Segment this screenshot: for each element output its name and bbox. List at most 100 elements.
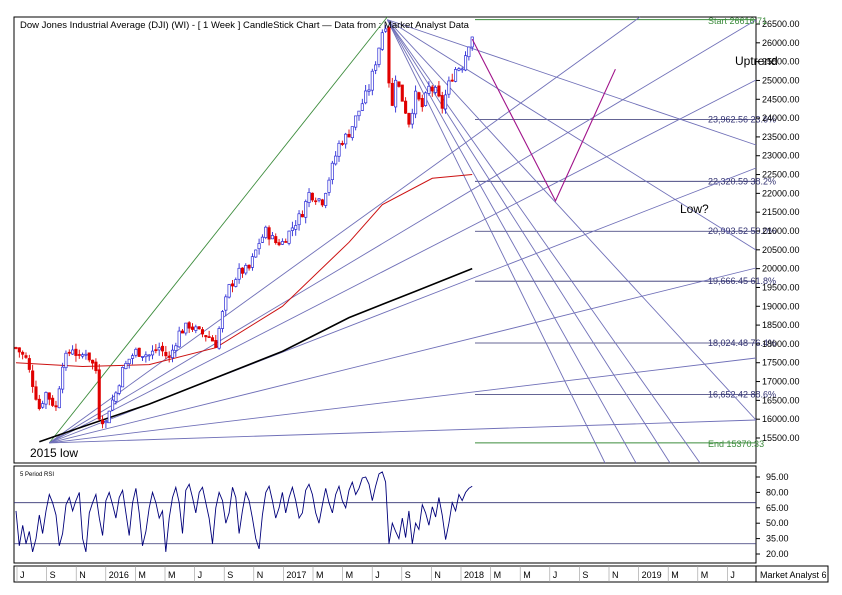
rsi-layer: 20.00 35.00 50.00 65.00 80.00 95.00 [14, 471, 789, 559]
y-tick-label: 17500.00 [762, 358, 800, 368]
candle-body [444, 94, 448, 110]
candle-body [400, 84, 404, 102]
candle-body [157, 347, 161, 351]
candle-body [447, 80, 451, 95]
candle-body [27, 358, 31, 370]
candle-body [224, 296, 228, 311]
rsi-panel [13, 465, 757, 564]
candle-body [467, 46, 471, 58]
candle-body [370, 70, 374, 91]
candle-body [177, 330, 181, 348]
candle-body [64, 352, 68, 369]
y-tick-label: 21500.00 [762, 207, 800, 217]
candle-body [264, 226, 268, 238]
candle-body [244, 265, 248, 274]
candle-body [91, 359, 95, 364]
candle-body [367, 89, 371, 92]
y-tick-label: 18000.00 [762, 339, 800, 349]
projection-path [471, 38, 616, 203]
candle-body [314, 200, 318, 203]
candle-body [267, 227, 271, 240]
candle-body [230, 283, 235, 287]
y-tick-label: 17000.00 [762, 377, 800, 387]
candle-body [364, 90, 368, 104]
candle-body [430, 86, 434, 92]
projection-layer [471, 38, 616, 203]
fib-level-label: 20,993.52 50.0% [708, 226, 776, 236]
candle-body [34, 386, 38, 400]
candle-body [97, 369, 101, 420]
candle-body [147, 354, 151, 357]
x-tick-label: N [257, 570, 264, 580]
chart-title: Dow Jones Industrial Average (DJI) (WI) … [20, 20, 470, 31]
x-tick-label: M [494, 570, 502, 580]
candle-body [234, 279, 238, 287]
y-tick-label: 19500.00 [762, 282, 800, 292]
candle-body [174, 345, 178, 351]
x-tick-label: M [168, 570, 176, 580]
x-tick-label: J [375, 570, 380, 580]
gann-fan-line [387, 19, 757, 146]
gann-fan-line [49, 357, 757, 444]
y-tick-label: 22500.00 [762, 170, 800, 180]
candle-body [134, 348, 138, 356]
candle-body [207, 336, 211, 338]
candle-body [170, 349, 175, 358]
candle-body [217, 328, 221, 349]
candle-body [257, 243, 261, 250]
y-tick-label: 24000.00 [762, 113, 800, 123]
watermark: Market Analyst 6 [760, 570, 827, 580]
gann-fan-line [386, 19, 606, 464]
y-tick-label: 18500.00 [762, 320, 800, 330]
candle-body [87, 352, 91, 361]
candle-body [14, 347, 18, 349]
ma50-line [15, 174, 473, 368]
candle-body [307, 192, 311, 203]
fibonacci-layer: 23,962.56 23.6% 22,320.59 38.2% 20,993.52 … [475, 19, 776, 444]
rsi-tick-label: 80.00 [766, 487, 789, 497]
y-tick-label: 20500.00 [762, 245, 800, 255]
candle-body [360, 103, 364, 111]
candle-body [180, 330, 185, 334]
candlestick-layer [14, 24, 474, 429]
candle-body [470, 36, 474, 48]
x-tick-label: M [523, 570, 531, 580]
candle-body [204, 335, 208, 338]
candle-body [284, 241, 288, 243]
rsi-tick-label: 65.00 [766, 503, 789, 513]
candle-body [417, 92, 421, 100]
candle-body [297, 213, 301, 226]
candle-body [47, 392, 51, 400]
candle-body [200, 329, 205, 335]
rsi-tick-label: 35.00 [766, 534, 789, 544]
fib-level-label: 19,666.45 61.8% [708, 276, 776, 286]
candle-body [290, 227, 294, 231]
y-tick-label: 23500.00 [762, 132, 800, 142]
gann-fan-line [49, 16, 641, 444]
y-tick-label: 25500.00 [762, 57, 800, 67]
time-axis: J S N 2016 M M J S N 2017 M M J S N 2018 M M J S N 2019 M M J [16, 566, 735, 582]
candle-body [21, 351, 25, 355]
candle-body [304, 201, 308, 218]
candle-body [194, 326, 198, 331]
candle-body [240, 267, 244, 274]
candle-body [377, 47, 381, 65]
y-tick-label: 16500.00 [762, 395, 800, 405]
candle-body [384, 28, 388, 32]
candle-body [334, 155, 338, 165]
candle-body [57, 388, 61, 409]
x-tick-label: N [612, 570, 619, 580]
rsi-tick-label: 50.00 [766, 518, 789, 528]
candle-body [274, 236, 278, 244]
candle-body [41, 403, 45, 408]
annotation-2015-low: 2015 low [30, 446, 78, 460]
candle-body [300, 214, 304, 218]
x-tick-label: N [79, 570, 86, 580]
gann-fan-line [49, 79, 757, 444]
candle-body [347, 133, 351, 138]
candle-body [454, 69, 458, 82]
candle-body [101, 419, 105, 425]
y-tick-label: 16000.00 [762, 414, 800, 424]
x-tick-label: J [730, 570, 735, 580]
candle-body [187, 322, 191, 329]
